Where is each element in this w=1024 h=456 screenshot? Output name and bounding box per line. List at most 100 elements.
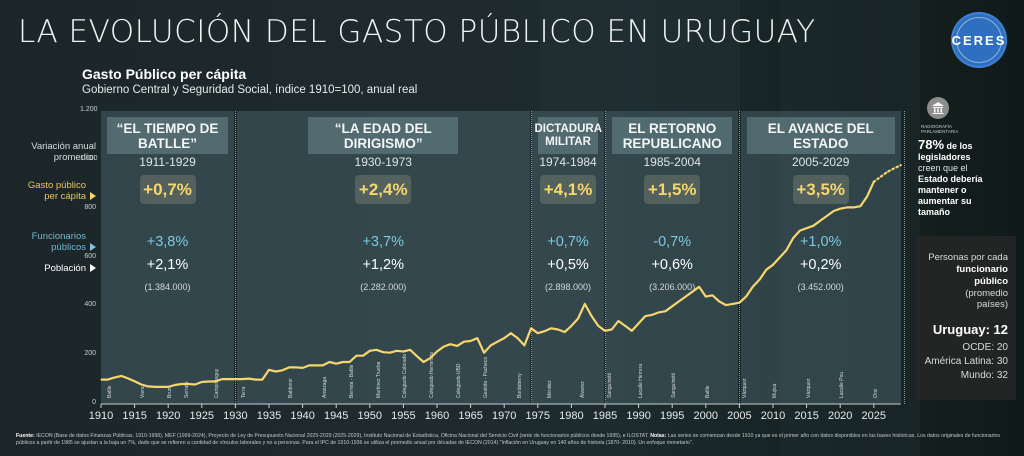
ceres-logo: CERES [951,12,1007,68]
period-poblacion: +2,1% [146,257,189,273]
period-poblacion: +1,2% [362,257,404,273]
data-point [792,237,794,239]
period-poblacion: +0,6% [651,257,693,273]
data-point [416,355,418,357]
data-point [604,330,606,332]
box-line-5: países) [976,299,1008,310]
x-tick-label: 1990 [626,410,651,422]
x-tick-label: 2005 [727,410,752,422]
data-point [617,320,620,322]
source-text: IECON (Base de datos Finanzas Públicas, … [36,433,649,439]
data-point [436,350,438,353]
y-tick-label: 1.000 [80,154,98,162]
data-point [409,349,411,351]
data-point [745,295,747,298]
data-point [167,386,169,388]
data-point [382,351,384,353]
data-point [349,361,351,363]
x-tick-label: 1910 [88,410,114,422]
period-years: 1930-1973 [354,155,412,169]
period-gasto-badge: +1,5% [644,175,701,204]
triangle-right-icon [90,264,96,273]
data-point [765,269,767,271]
data-point [254,378,257,381]
projection-line [872,164,902,183]
period-poblacion: +0,2% [799,257,842,273]
data-point [443,346,445,348]
data-point [543,330,546,332]
data-point [799,230,801,232]
background-building [540,0,740,111]
data-point [201,381,203,383]
data-point [174,384,176,386]
data-point [577,317,579,320]
x-tick-label: 1950 [357,410,383,422]
period-background [532,111,604,404]
data-point [853,206,855,209]
notes-label: Notas: [650,433,667,439]
period-background [101,111,235,404]
data-point [812,225,814,227]
main-title: LA EVOLUCIÓN DEL GASTO PÚBLICO EN URUGUA… [18,14,816,50]
data-point [691,291,693,293]
x-tick-label: 1965 [458,410,483,422]
period-background [606,111,739,404]
data-point [611,328,613,331]
data-point [510,332,512,334]
parliament-icon [927,97,949,119]
x-tick-label: 2025 [861,410,887,422]
data-point [644,315,646,317]
chart-title: Gasto Público per cápita [82,66,247,82]
data-point [758,278,761,281]
period-years: 1974-1984 [539,155,597,169]
data-point [718,300,720,303]
data-point [490,344,492,346]
period-title: EL RETORNO REPUBLICANO [612,117,733,154]
data-point [154,386,156,388]
period-funcionarios: +3,7% [362,234,404,250]
period-poblacion: +0,5% [547,257,589,273]
period-poblacion-total: (2.282.000) [360,282,407,292]
data-point [711,294,714,296]
period-poblacion-total: (2.898.000) [545,282,592,292]
data-point [241,378,243,380]
data-point [900,164,902,166]
period-gasto-badge: +3,5% [792,175,849,204]
box-line-3: público [974,276,1008,287]
x-tick-label: 1920 [155,410,181,422]
period-divider [739,111,741,404]
period-funcionarios: +1,0% [799,234,842,250]
x-tick-label: 1940 [290,410,315,422]
period-poblacion-total: (3.452.000) [797,282,844,292]
legend-poblacion-label: Población [44,263,86,274]
data-point [624,325,626,327]
data-point [496,341,499,343]
y-tick-label: 600 [84,252,96,260]
x-tick-label: 2015 [794,410,819,422]
data-point [322,364,324,367]
uruguay-value: Uruguay: 12 [932,322,1008,337]
data-point [886,171,888,173]
data-point [537,332,539,334]
data-point [725,304,727,306]
data-point [261,378,263,381]
x-tick-label: 1970 [491,410,517,422]
data-point [859,205,861,207]
period-divider [530,111,532,404]
x-tick-label: 1935 [256,410,282,422]
data-point [315,364,317,367]
period-title: DICTADURA MILITAR [535,117,602,154]
legend-funcionarios-label: Funcionarios públicos [31,231,86,253]
period-divider [604,111,606,404]
data-point [328,361,331,363]
ocde-value: OCDE: 20 [962,342,1008,353]
data-point [194,383,196,386]
data-point [335,363,337,365]
period-background [236,111,530,404]
data-point [181,383,183,385]
data-point [738,302,741,304]
data-point [678,300,680,303]
period-title: “LA EDAD DEL DIRIGISMO” [308,117,459,154]
triangle-right-icon [90,243,96,252]
data-point [879,176,882,178]
